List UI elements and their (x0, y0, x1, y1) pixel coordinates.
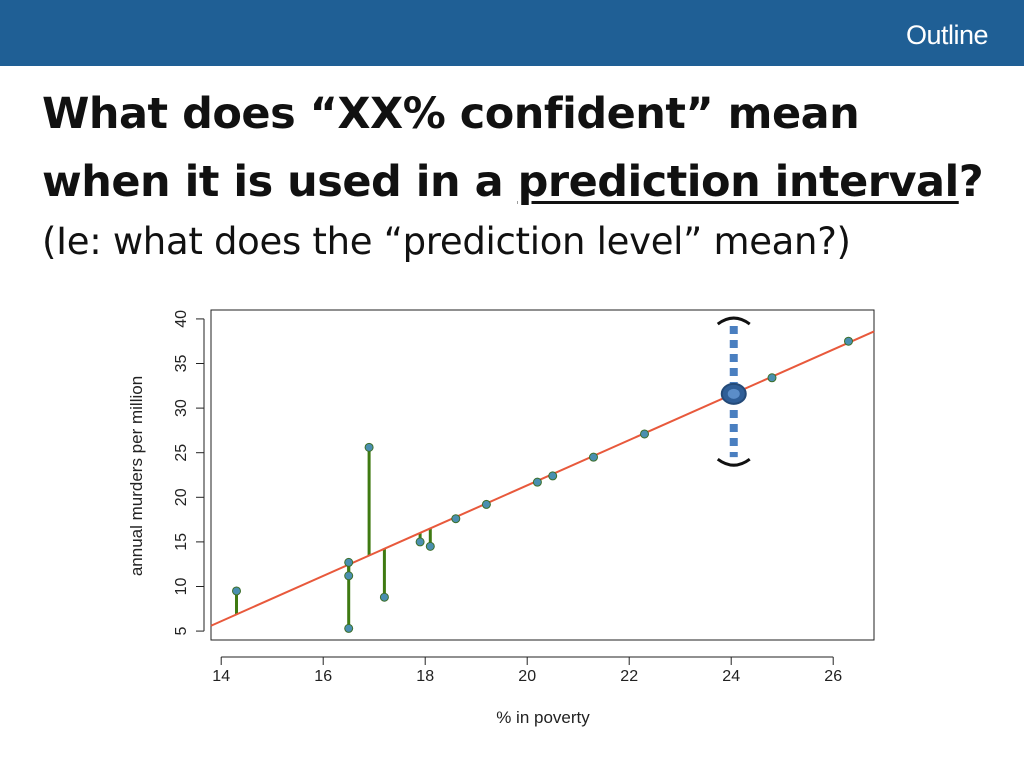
scatter-chart: 14 16 18 20 22 24 26 5 10 15 20 25 30 35 40 % in pove… (127, 309, 875, 727)
x-tick-label: 14 (212, 668, 230, 685)
data-point (379, 592, 389, 602)
x-tick-label: 18 (416, 668, 434, 685)
y-tick-label: 40 (173, 310, 190, 328)
y-tick-label: 20 (173, 488, 190, 506)
x-tick-label: 16 (314, 668, 332, 685)
plot-frame (210, 309, 875, 641)
data-point (344, 623, 354, 633)
outline-link[interactable]: Outline (905, 20, 989, 50)
data-point (425, 541, 435, 551)
data-point (548, 471, 558, 481)
y-tick-label: 10 (173, 577, 190, 595)
title-line-2-suffix: ? (958, 157, 984, 207)
y-tick-label: 5 (173, 627, 190, 636)
title-underlined-term: prediction interval (517, 157, 960, 207)
data-points (232, 336, 853, 633)
data-point (589, 452, 598, 462)
x-axis: 14 16 18 20 22 24 26 (212, 656, 842, 685)
upper-bracket (716, 316, 751, 326)
header-bar: Outline (0, 0, 1024, 66)
y-axis: 5 10 15 20 25 30 35 40 (173, 310, 205, 636)
data-point (532, 477, 542, 487)
data-point (640, 429, 649, 439)
lower-bracket (716, 457, 751, 467)
x-tick-label: 20 (518, 668, 536, 685)
y-tick-label: 15 (173, 533, 190, 551)
x-tick-label: 24 (722, 668, 740, 685)
data-point (232, 586, 241, 596)
x-tick-label: 26 (824, 668, 842, 685)
y-tick-label: 30 (173, 399, 190, 417)
data-point (344, 557, 354, 567)
y-tick-label: 35 (173, 355, 190, 373)
title-line-2: when it is used in a prediction interval… (42, 148, 1002, 216)
title-line-2-prefix: when it is used in a (42, 157, 518, 207)
data-point (451, 514, 461, 524)
x-axis-label: % in poverty (496, 708, 590, 727)
regression-line (210, 330, 875, 627)
prediction-interval (716, 316, 751, 467)
data-point (481, 499, 491, 509)
data-point (415, 537, 425, 547)
data-point (344, 571, 354, 581)
y-axis-label: annual murders per million (127, 376, 146, 576)
chart-container: 14 16 18 20 22 24 26 5 10 15 20 25 30 35 40 % in pove… (0, 300, 1024, 769)
y-tick-label: 25 (173, 444, 190, 462)
x-tick-label: 22 (620, 668, 638, 685)
slide-subtitle: (Ie: what does the “prediction level” me… (42, 220, 851, 263)
title-line-1: What does “XX% confident” mean (42, 89, 860, 139)
data-point (767, 373, 777, 383)
data-point (364, 442, 374, 452)
predicted-point-highlight (727, 388, 740, 399)
data-point (844, 336, 853, 346)
slide-title: What does “XX% confident” mean when it i… (42, 80, 1002, 216)
